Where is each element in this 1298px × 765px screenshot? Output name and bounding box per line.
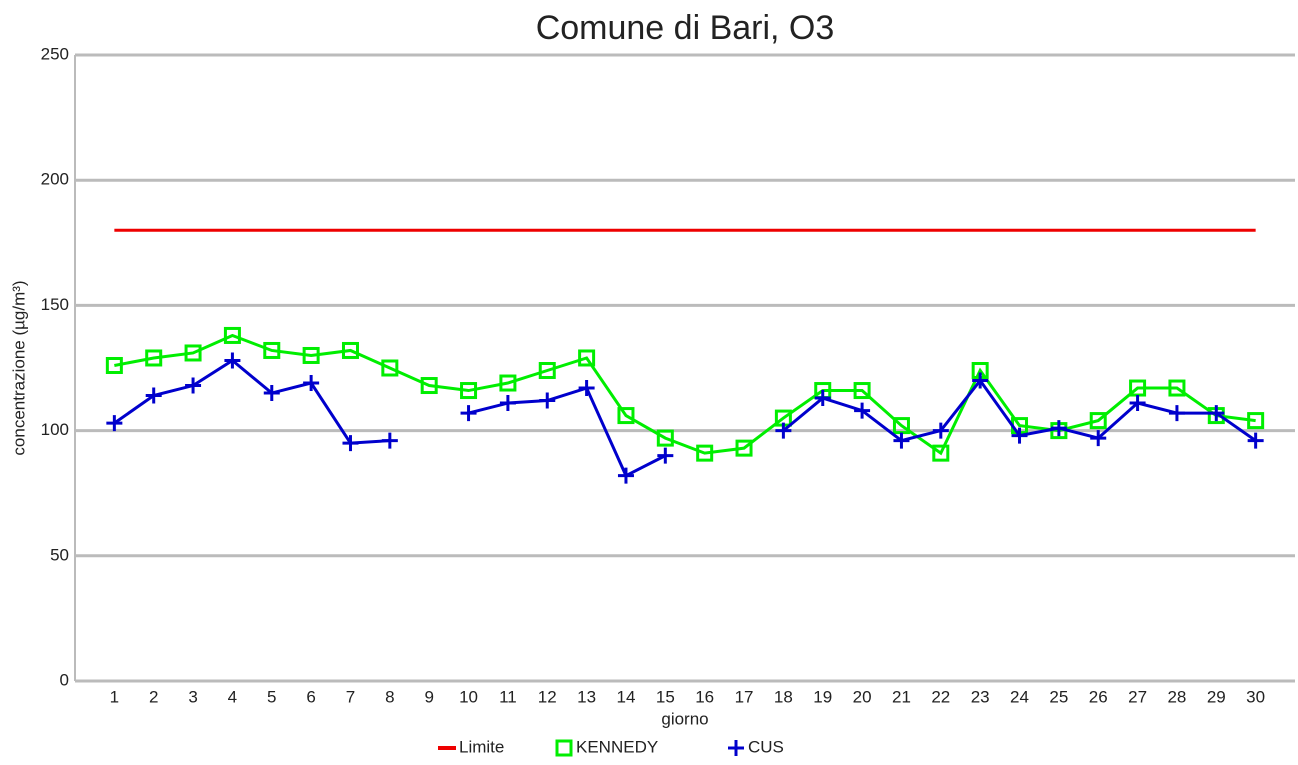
x-tick-label: 10: [459, 687, 478, 706]
data-point: [735, 439, 753, 457]
data-point: [224, 352, 241, 369]
data-point: [892, 417, 910, 435]
data-point: [617, 467, 634, 484]
data-point: [1247, 412, 1265, 430]
data-point: [303, 375, 320, 392]
data-point: [145, 387, 162, 404]
data-point: [1090, 430, 1107, 447]
x-tick-label: 29: [1207, 687, 1226, 706]
data-point: [263, 341, 281, 359]
x-tick-label: 2: [149, 687, 158, 706]
y-tick-label: 150: [41, 295, 69, 314]
x-tick-label: 16: [695, 687, 714, 706]
data-point: [106, 415, 123, 432]
x-tick-label: 28: [1167, 687, 1186, 706]
data-point: [145, 349, 163, 367]
data-point: [853, 382, 871, 400]
data-point: [460, 405, 477, 422]
y-tick-label: 100: [41, 420, 69, 439]
x-tick-label: 14: [617, 687, 636, 706]
data-point: [775, 422, 792, 439]
legend-label: CUS: [748, 737, 784, 756]
data-point: [223, 326, 241, 344]
data-point: [341, 341, 359, 359]
data-point: [263, 385, 280, 402]
x-tick-label: 6: [306, 687, 315, 706]
data-point: [617, 407, 635, 425]
x-tick-label: 15: [656, 687, 675, 706]
x-tick-label: 20: [853, 687, 872, 706]
data-point: [1168, 379, 1186, 397]
x-tick-label: 18: [774, 687, 793, 706]
x-tick-label: 23: [971, 687, 990, 706]
data-point: [932, 444, 950, 462]
y-axis-label: concentrazione (µg/m³): [9, 280, 28, 455]
data-point: [578, 380, 595, 397]
x-tick-label: 22: [931, 687, 950, 706]
x-tick-label: 1: [110, 687, 119, 706]
x-tick-label: 13: [577, 687, 596, 706]
y-tick-label: 200: [41, 170, 69, 189]
data-point: [539, 392, 556, 409]
data-point: [1247, 432, 1264, 449]
data-point: [1129, 379, 1147, 397]
series-line: [113, 358, 1257, 478]
data-point: [184, 344, 202, 362]
data-point: [460, 382, 478, 400]
data-point: [932, 422, 949, 439]
data-point: [854, 402, 871, 419]
data-point: [656, 429, 674, 447]
data-point: [578, 349, 596, 367]
x-tick-label: 19: [813, 687, 832, 706]
x-tick-label: 5: [267, 687, 276, 706]
data-point: [185, 377, 202, 394]
x-tick-label: 27: [1128, 687, 1147, 706]
data-point: [893, 432, 910, 449]
x-tick-label: 7: [346, 687, 355, 706]
x-tick-label: 21: [892, 687, 911, 706]
data-point: [105, 356, 123, 374]
data-point: [302, 346, 320, 364]
data-point: [420, 377, 438, 395]
data-point: [538, 362, 556, 380]
data-point: [499, 395, 516, 412]
data-point: [1011, 427, 1028, 444]
x-tick-label: 30: [1246, 687, 1265, 706]
x-tick-label: 24: [1010, 687, 1029, 706]
data-point: [499, 374, 517, 392]
legend-label: KENNEDY: [576, 737, 658, 756]
data-point: [696, 444, 714, 462]
x-tick-label: 9: [424, 687, 433, 706]
y-tick-label: 50: [50, 545, 69, 564]
x-tick-label: 17: [735, 687, 754, 706]
legend-swatch: [555, 739, 573, 757]
x-tick-label: 11: [499, 687, 517, 706]
y-tick-label: 250: [41, 44, 69, 63]
data-point: [1089, 412, 1107, 430]
data-point: [972, 372, 989, 389]
data-point: [342, 435, 359, 452]
data-point: [381, 359, 399, 377]
data-point: [1129, 395, 1146, 412]
data-point: [814, 390, 831, 407]
data-point: [381, 432, 398, 449]
chart-title: Comune di Bari, O3: [536, 9, 835, 47]
x-tick-label: 8: [385, 687, 394, 706]
x-tick-label: 26: [1089, 687, 1108, 706]
x-tick-label: 4: [228, 687, 237, 706]
data-point: [1050, 420, 1067, 437]
y-tick-label: 0: [60, 670, 69, 689]
x-tick-label: 25: [1049, 687, 1068, 706]
data-point: [1168, 405, 1185, 422]
legend-label: Limite: [459, 737, 504, 756]
data-point: [1208, 405, 1225, 422]
x-axis-label: giorno: [661, 709, 708, 728]
x-tick-label: 3: [188, 687, 197, 706]
legend-swatch: [728, 740, 744, 756]
x-tick-label: 12: [538, 687, 557, 706]
data-point: [657, 447, 674, 464]
